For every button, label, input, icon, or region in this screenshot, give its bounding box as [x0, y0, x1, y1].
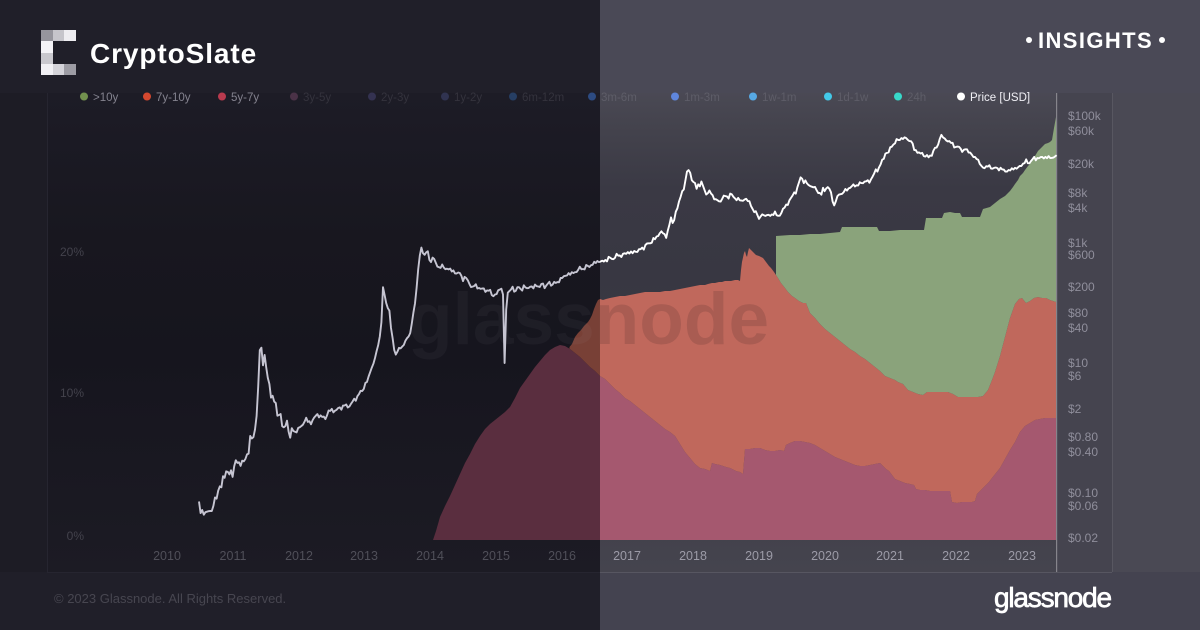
- svg-text:2010: 2010: [153, 549, 181, 563]
- svg-text:2012: 2012: [285, 549, 313, 563]
- svg-text:2020: 2020: [811, 549, 839, 563]
- svg-text:2018: 2018: [679, 549, 707, 563]
- svg-text:glassnode: glassnode: [600, 279, 769, 360]
- svg-text:1d-1w: 1d-1w: [837, 92, 869, 104]
- svg-text:0%: 0%: [67, 529, 85, 543]
- svg-text:2023: 2023: [1008, 549, 1036, 563]
- svg-text:6m-12m: 6m-12m: [522, 92, 564, 104]
- svg-text:5y-7y: 5y-7y: [231, 92, 259, 104]
- svg-text:$0.40: $0.40: [1068, 445, 1098, 459]
- svg-text:2014: 2014: [416, 549, 444, 563]
- svg-text:2016: 2016: [548, 549, 576, 563]
- svg-text:$60k: $60k: [1068, 124, 1095, 138]
- svg-text:2019: 2019: [745, 549, 773, 563]
- svg-text:© 2023 Glassnode. All Rights R: © 2023 Glassnode. All Rights Reserved.: [54, 591, 286, 606]
- svg-text:glassnode: glassnode: [994, 582, 1111, 613]
- svg-text:1y-2y: 1y-2y: [454, 92, 482, 104]
- svg-text:$40: $40: [1068, 321, 1088, 335]
- svg-text:10%: 10%: [60, 386, 84, 400]
- svg-text:2013: 2013: [350, 549, 378, 563]
- svg-text:7y-10y: 7y-10y: [156, 92, 191, 104]
- svg-text:24h: 24h: [907, 92, 926, 104]
- svg-text:20%: 20%: [60, 245, 84, 259]
- svg-text:2015: 2015: [482, 549, 510, 563]
- svg-text:$0.06: $0.06: [1068, 499, 1098, 513]
- svg-text:$10: $10: [1068, 356, 1088, 370]
- svg-text:$0.10: $0.10: [1068, 486, 1098, 500]
- svg-text:2011: 2011: [220, 549, 247, 563]
- svg-text:$0.02: $0.02: [1068, 531, 1098, 545]
- svg-text:$80: $80: [1068, 306, 1088, 320]
- svg-text:$20k: $20k: [1068, 157, 1095, 171]
- svg-text:2021: 2021: [876, 549, 904, 563]
- svg-text:3y-5y: 3y-5y: [303, 92, 331, 104]
- svg-text:2y-3y: 2y-3y: [381, 92, 409, 104]
- svg-text:$100k: $100k: [1068, 109, 1102, 123]
- svg-text:3m-6m: 3m-6m: [601, 92, 637, 104]
- svg-text:$2: $2: [1068, 402, 1082, 416]
- svg-text:$200: $200: [1068, 280, 1095, 294]
- svg-text:Price [USD]: Price [USD]: [970, 92, 1030, 104]
- svg-text:$8k: $8k: [1068, 186, 1088, 200]
- svg-text:2022: 2022: [942, 549, 970, 563]
- svg-text:$600: $600: [1068, 248, 1095, 262]
- svg-text:$6: $6: [1068, 369, 1082, 383]
- svg-text:1w-1m: 1w-1m: [762, 92, 797, 104]
- svg-text:$0.80: $0.80: [1068, 430, 1098, 444]
- svg-text:$1k: $1k: [1068, 236, 1088, 250]
- svg-text:$4k: $4k: [1068, 201, 1088, 215]
- svg-text:>10y: >10y: [93, 92, 119, 104]
- svg-text:1m-3m: 1m-3m: [684, 92, 720, 104]
- svg-text:2017: 2017: [613, 549, 641, 563]
